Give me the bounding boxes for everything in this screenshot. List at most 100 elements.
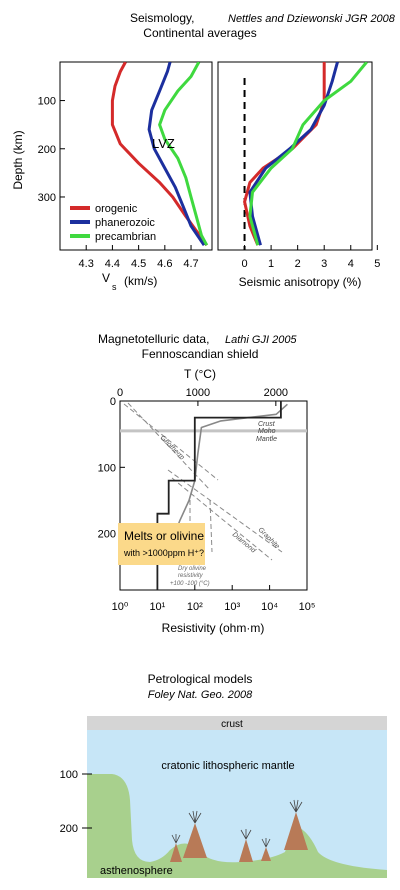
vein-tuft-3 bbox=[240, 829, 252, 840]
velocity-xlabel: V s (km/s) bbox=[102, 271, 157, 292]
anisotropy-x-ticks: 0 1 2 3 4 5 bbox=[241, 245, 380, 270]
velocity-y-ticks: 100 200 300 bbox=[38, 96, 65, 204]
petro-mantle-label: cratonic lithospheric mantle bbox=[161, 760, 294, 772]
kimberlite-2 bbox=[183, 823, 207, 858]
mt-title: Magnetotelluric data, bbox=[98, 332, 209, 346]
temperature-tick-label-2000: 2000 bbox=[264, 387, 288, 399]
mt-subtitle: Fennoscandian shield bbox=[142, 347, 259, 361]
velocity-xtick-label-4.5: 4.5 bbox=[131, 258, 146, 270]
velocity-ytick-label-200: 200 bbox=[38, 144, 56, 156]
velocity-xtick-label-4.3: 4.3 bbox=[79, 258, 94, 270]
kimberlite-5 bbox=[284, 812, 308, 850]
mt-depth-ticks: 0 100 200 bbox=[98, 396, 125, 541]
velocity-x-ticks: 4.3 4.4 4.5 4.6 4.7 bbox=[79, 245, 199, 270]
anisotropy-xtick-label-5: 5 bbox=[374, 258, 380, 270]
legend-label-precambrian: precambrian bbox=[95, 231, 156, 243]
geotherm-label: Geotherm bbox=[159, 434, 186, 461]
anisotropy-xtick-label-2: 2 bbox=[295, 258, 301, 270]
legend-label-phanerozoic: phanerozoic bbox=[95, 217, 155, 229]
anisotropy-xtick-label-3: 3 bbox=[321, 258, 327, 270]
lvz-label: LVZ bbox=[152, 136, 175, 151]
velocity-ytick-label-300: 300 bbox=[38, 192, 56, 204]
dry-olivine-label-2: resistivity bbox=[178, 573, 204, 579]
diamond-line bbox=[171, 477, 273, 561]
mt-top-axis-label: T (°C) bbox=[184, 367, 216, 381]
geotherm-lines bbox=[123, 402, 283, 561]
petro-tick-label-200: 200 bbox=[60, 823, 78, 835]
mt-ytick-label-200: 200 bbox=[98, 529, 116, 541]
vein-tuft-1 bbox=[171, 834, 181, 844]
mt-xtick-label-5: 10⁵ bbox=[299, 601, 316, 613]
velocity-xtick-label-4.7: 4.7 bbox=[183, 258, 198, 270]
dry-olivine-line-2 bbox=[209, 499, 213, 553]
crust-label: Crust bbox=[258, 421, 276, 428]
asthenosphere-layer bbox=[87, 774, 387, 878]
callout-line-2: with >1000ppm H⁺? bbox=[123, 548, 204, 558]
moho-label: Moho bbox=[258, 428, 276, 435]
velocity-xtick-label-4.6: 4.6 bbox=[157, 258, 172, 270]
seis-title: Seismology, bbox=[130, 11, 194, 25]
seis-citation: Nettles and Dziewonski JGR 2008 bbox=[228, 13, 396, 25]
anisotropy-axes-frame bbox=[217, 61, 373, 251]
seis-legend: orogenic phanerozoic precambrian bbox=[70, 203, 156, 243]
velocity-axes-frame bbox=[59, 61, 213, 251]
kimberlite-bodies bbox=[170, 812, 308, 862]
mt-ytick-label-100: 100 bbox=[98, 462, 116, 474]
anisotropy-series bbox=[243, 62, 368, 246]
mt-axes-frame bbox=[119, 400, 308, 591]
petro-crust-label: crust bbox=[221, 719, 243, 730]
asthenosphere-label: asthenosphere bbox=[100, 865, 173, 877]
temperature-ticks: 0 1000 2000 bbox=[117, 387, 288, 406]
vein-tuft-5 bbox=[289, 799, 303, 813]
velocity-xtick-label-4.4: 4.4 bbox=[105, 258, 120, 270]
mantle-label: Mantle bbox=[256, 436, 277, 443]
resistivity-ticks: 10⁰ 10¹ 10² 10³ 10⁴ 10⁵ bbox=[112, 585, 316, 613]
temperature-tick-label-1000: 1000 bbox=[186, 387, 210, 399]
mt-ytick-label-0: 0 bbox=[110, 396, 116, 408]
mt-xlabel: Resistivity (ohm·m) bbox=[162, 621, 265, 635]
petro-title: Petrological models bbox=[148, 672, 253, 686]
anisotropy-xtick-label-4: 4 bbox=[348, 258, 354, 270]
mt-xtick-label-0: 10⁰ bbox=[112, 601, 129, 613]
mantle-layer bbox=[87, 730, 387, 878]
temperature-tick-label-0: 0 bbox=[117, 387, 123, 399]
vs-symbol: V bbox=[102, 271, 110, 285]
anisotropy-xtick-label-1: 1 bbox=[268, 258, 274, 270]
vein-tuft-4 bbox=[261, 838, 271, 848]
kimberlite-3 bbox=[239, 839, 253, 862]
seis-ylabel: Depth (km) bbox=[11, 130, 25, 189]
seis-subtitle: Continental averages bbox=[143, 26, 256, 40]
anisotropy-line-precambrian bbox=[248, 62, 368, 246]
velocity-ytick-label-100: 100 bbox=[38, 96, 56, 108]
velocity-line-precambrian bbox=[158, 62, 209, 246]
melts-callout bbox=[118, 523, 205, 565]
vs-subscript: s bbox=[112, 282, 117, 292]
diamond-label: Diamond bbox=[231, 531, 258, 555]
anisotropy-xtick-label-0: 0 bbox=[241, 258, 247, 270]
vein-tufts bbox=[171, 799, 303, 848]
kimberlite-1 bbox=[170, 843, 182, 862]
vs-units: (km/s) bbox=[124, 274, 157, 288]
crust-layer bbox=[87, 716, 387, 730]
vein-tuft-2 bbox=[188, 810, 202, 824]
anisotropy-xlabel: Seismic anisotropy (%) bbox=[239, 275, 362, 289]
legend-label-orogenic: orogenic bbox=[95, 203, 138, 215]
callout-line-1: Melts or olivine bbox=[124, 529, 204, 543]
resistivity-model-line bbox=[156, 401, 282, 590]
geotherm-line-2 bbox=[127, 402, 211, 491]
mt-citation: Lathi GJI 2005 bbox=[225, 334, 297, 346]
mt-xtick-label-2: 10² bbox=[187, 601, 203, 613]
graphite-label: Graphite bbox=[257, 526, 281, 550]
dry-olivine-label-3: +100 -100 (°C) bbox=[170, 581, 210, 587]
mt-xtick-label-4: 10⁴ bbox=[261, 601, 278, 613]
velocity-line-phanerozoic bbox=[147, 62, 206, 247]
dry-olivine-label-1: Dry olivine bbox=[178, 566, 207, 572]
geotherm-line-1 bbox=[123, 403, 219, 481]
petro-citation: Foley Nat. Geo. 2008 bbox=[148, 689, 253, 701]
petro-tick-label-100: 100 bbox=[60, 769, 78, 781]
kimberlite-4 bbox=[261, 847, 271, 861]
mt-xtick-label-3: 10³ bbox=[224, 601, 240, 613]
velocity-series bbox=[110, 62, 209, 247]
mt-xtick-label-1: 10¹ bbox=[149, 601, 165, 613]
